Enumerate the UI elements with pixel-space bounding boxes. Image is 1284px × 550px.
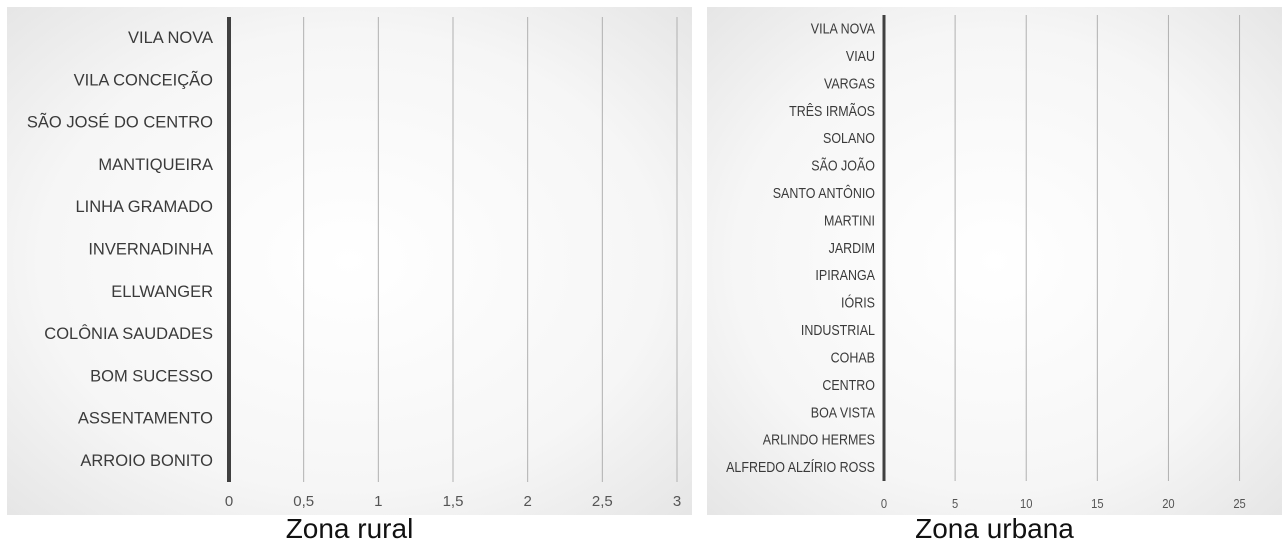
rural-category-label: INVERNADINHA bbox=[88, 241, 213, 259]
urbana-x-tick-label: 0 bbox=[881, 496, 887, 511]
rural-panel-background bbox=[7, 7, 692, 515]
rural-chart-caption: Zona rural bbox=[285, 513, 414, 544]
urbana-x-tick-label: 5 bbox=[952, 496, 958, 511]
rural-bar-chart: VILA NOVA VILA CONCEIÇÃO SÃO JOSÉ DO CENTR… bbox=[27, 17, 681, 510]
urbana-category-label: VARGAS bbox=[824, 75, 875, 91]
urbana-category-label: ARLINDO HERMES bbox=[763, 432, 875, 448]
rural-chart-panel: VILA NOVA VILA CONCEIÇÃO SÃO JOSÉ DO CENTR… bbox=[7, 7, 692, 515]
urbana-category-label: JARDIM bbox=[829, 240, 875, 256]
urbana-category-label: MARTINI bbox=[824, 213, 875, 229]
rural-x-tick-label: 2 bbox=[523, 493, 531, 510]
urbana-chart-caption: Zona urbana bbox=[915, 513, 1074, 544]
urbana-category-label: VILA NOVA bbox=[811, 21, 875, 37]
urbana-x-tick-label: 25 bbox=[1233, 496, 1246, 511]
rural-category-label: ASSENTAMENTO bbox=[78, 410, 213, 428]
urbana-category-label: INDUSTRIAL bbox=[801, 322, 876, 338]
urbana-category-label: SÃO JOÃO bbox=[811, 158, 875, 174]
rural-category-label: MANTIQUEIRA bbox=[98, 156, 213, 174]
rural-category-label: VILA NOVA bbox=[128, 29, 213, 47]
urbana-category-label: COHAB bbox=[831, 350, 875, 366]
rural-category-label: LINHA GRAMADO bbox=[75, 198, 213, 216]
urbana-category-label: SOLANO bbox=[823, 130, 875, 146]
rural-x-tick-label: 3 bbox=[673, 493, 681, 510]
urbana-category-label: IÓRIS bbox=[841, 295, 875, 311]
urbana-panel-background bbox=[707, 7, 1282, 515]
rural-category-label: SÃO JOSÉ DO CENTRO bbox=[27, 112, 213, 132]
urbana-category-label: ALFREDO ALZÍRIO ROSS bbox=[726, 459, 875, 475]
rural-category-label: ARROIO BONITO bbox=[80, 452, 213, 470]
urbana-category-label: TRÊS IRMÃOS bbox=[789, 103, 875, 119]
rural-x-tick-label: 1,5 bbox=[443, 493, 464, 510]
rural-x-tick-label: 0,5 bbox=[293, 493, 314, 510]
urbana-x-tick-label: 10 bbox=[1020, 496, 1033, 511]
urbana-category-label: IPIRANGA bbox=[815, 267, 875, 283]
rural-x-tick-label: 2,5 bbox=[592, 493, 613, 510]
rural-category-label: ELLWANGER bbox=[111, 283, 213, 301]
rural-x-tick-label: 1 bbox=[374, 493, 382, 510]
urbana-x-tick-label: 20 bbox=[1162, 496, 1175, 511]
urbana-bar-chart: VILA NOVA VIAU VARGAS TRÊS IRMÃOS SOLANO SÃO … bbox=[726, 15, 1246, 511]
urbana-chart-panel: VILA NOVA VIAU VARGAS TRÊS IRMÃOS SOLANO SÃO … bbox=[707, 7, 1282, 515]
urbana-category-label: SANTO ANTÔNIO bbox=[773, 185, 875, 201]
urbana-x-tick-label: 15 bbox=[1091, 496, 1104, 511]
urbana-category-label: VIAU bbox=[846, 48, 875, 64]
rural-category-label: COLÔNIA SAUDADES bbox=[44, 324, 213, 343]
rural-category-label: VILA CONCEIÇÃO bbox=[74, 69, 214, 89]
rural-x-tick-label: 0 bbox=[225, 493, 233, 510]
urbana-category-label: CENTRO bbox=[822, 377, 875, 393]
rural-category-label: BOM SUCESSO bbox=[90, 367, 213, 385]
urbana-category-label: BOA VISTA bbox=[811, 404, 875, 420]
